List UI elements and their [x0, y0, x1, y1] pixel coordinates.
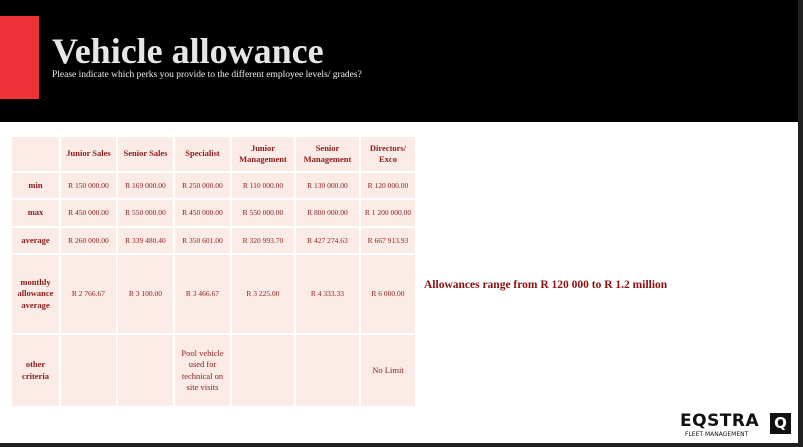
table-cell: R 339 480.40: [116, 226, 175, 255]
table-cell: R 3 466.67: [173, 253, 232, 335]
page-subtitle: Please indicate which perks you provide …: [52, 70, 362, 80]
table-cell: R 3 225.00: [230, 253, 296, 335]
table-cell: R 450 000.00: [173, 198, 232, 228]
table-cell: R 320 993.70: [230, 226, 296, 255]
row-header: monthly allowance average: [10, 253, 61, 335]
logo-q-icon: Q: [770, 413, 791, 434]
table-row: min R 150 000.00 R 169 000.00 R 250 000.…: [10, 171, 417, 200]
table-cell: R 427 274.63: [294, 226, 361, 255]
table-cell: R 3 100.00: [116, 253, 175, 335]
table-cell: R 350 601.00: [173, 226, 232, 255]
table-cell: R 169 000.00: [116, 171, 175, 200]
table-row: monthly allowance average R 2 766.67 R 3…: [10, 253, 417, 335]
table-cell: R 110 000.00: [230, 171, 296, 200]
table-cell: R 2 766.67: [59, 253, 118, 335]
page-title: Vehicle allowance: [52, 31, 324, 71]
column-header: Specialist: [173, 135, 232, 173]
table-cell: Pool vehicle used for technical on site …: [173, 333, 232, 408]
window-edge-bottom: [0, 443, 803, 447]
table-cell: [59, 333, 118, 408]
table-cell: R 450 000.00: [59, 198, 118, 228]
header-banner: Vehicle allowance Please indicate which …: [0, 0, 798, 122]
window-edge-right: [798, 0, 803, 447]
table-cell: R 130 000.00: [294, 171, 361, 200]
row-header: average: [10, 226, 61, 255]
allowance-table: Junior Sales Senior Sales Specialist Jun…: [10, 135, 417, 408]
table-cell: R 4 333.33: [294, 253, 361, 335]
table-cell: [116, 333, 175, 408]
table-row: average R 260 000.00 R 339 480.40 R 350 …: [10, 226, 417, 255]
table-cell: R 250 000.00: [173, 171, 232, 200]
table-cell: R 150 000.00: [59, 171, 118, 200]
table-cell: R 800 000.00: [294, 198, 361, 228]
table-cell: R 120 000.00: [359, 171, 417, 200]
table-row: other criteria Pool vehicle used for tec…: [10, 333, 417, 408]
column-header: Directors/ Exco: [359, 135, 417, 173]
column-header: Junior Sales: [59, 135, 118, 173]
table-cell: R 667 913.93: [359, 226, 417, 255]
column-header: Junior Management: [230, 135, 296, 173]
column-header: Senior Management: [294, 135, 361, 173]
table-cell: R 550 000.00: [230, 198, 296, 228]
row-header: other criteria: [10, 333, 61, 408]
table-cell: R 550 000.00: [116, 198, 175, 228]
column-header: Senior Sales: [116, 135, 175, 173]
table-row: max R 450 000.00 R 550 000.00 R 450 000.…: [10, 198, 417, 228]
corner-cell: [10, 135, 61, 173]
table-cell: [230, 333, 296, 408]
table-cell: No Limit: [359, 333, 417, 408]
eqstra-logo: EQSTRA FLEET MANAGEMENT Q: [680, 411, 792, 441]
table-cell: R 6 000.00: [359, 253, 417, 335]
row-header: min: [10, 171, 61, 200]
table-cell: [294, 333, 361, 408]
logo-tagline: FLEET MANAGEMENT: [685, 431, 749, 438]
range-note: Allowances range from R 120 000 to R 1.2…: [424, 279, 668, 291]
table-header-row: Junior Sales Senior Sales Specialist Jun…: [10, 135, 417, 173]
table-cell: R 1 200 000.00: [359, 198, 417, 228]
row-header: max: [10, 198, 61, 228]
table-cell: R 260 000.00: [59, 226, 118, 255]
logo-wordmark: EQSTRA: [680, 411, 760, 431]
accent-block: [0, 16, 39, 99]
